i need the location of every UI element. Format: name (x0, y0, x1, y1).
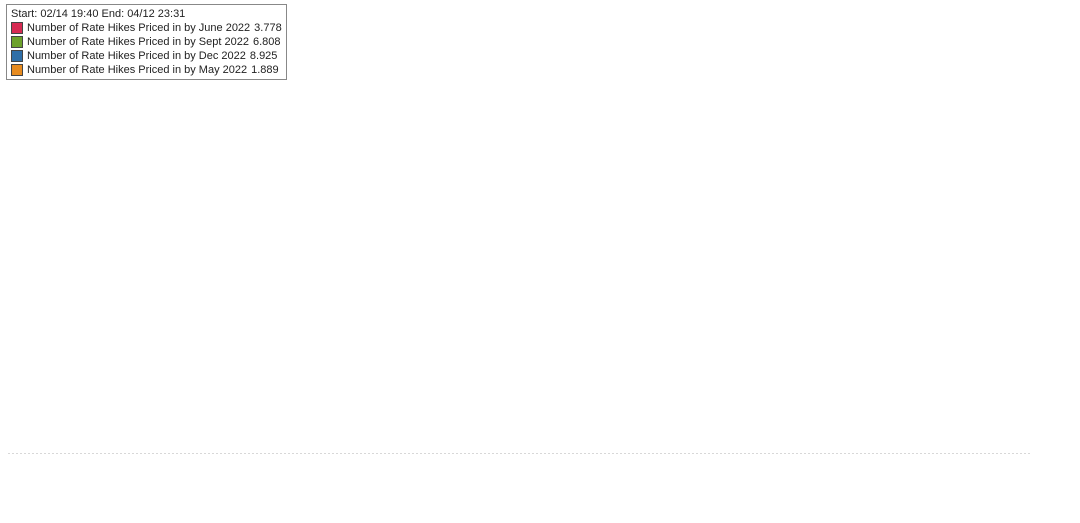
legend-label: Number of Rate Hikes Priced in by Dec 20… (27, 49, 246, 63)
chart-legend: Start: 02/14 19:40 End: 04/12 23:31 Numb… (6, 4, 287, 80)
legend-value: 1.889 (251, 63, 279, 77)
legend-label: Number of Rate Hikes Priced in by June 2… (27, 21, 250, 35)
legend-label: Number of Rate Hikes Priced in by Sept 2… (27, 35, 249, 49)
legend-swatch (11, 64, 23, 76)
legend-item: Number of Rate Hikes Priced in by Sept 2… (11, 35, 282, 49)
rate-hikes-chart: Start: 02/14 19:40 End: 04/12 23:31 Numb… (0, 0, 1080, 523)
legend-swatch (11, 50, 23, 62)
legend-item: Number of Rate Hikes Priced in by June 2… (11, 21, 282, 35)
legend-title: Start: 02/14 19:40 End: 04/12 23:31 (11, 7, 282, 21)
legend-item: Number of Rate Hikes Priced in by May 20… (11, 63, 282, 77)
legend-value: 6.808 (253, 35, 281, 49)
legend-swatch (11, 36, 23, 48)
legend-label: Number of Rate Hikes Priced in by May 20… (27, 63, 247, 77)
legend-value: 8.925 (250, 49, 278, 63)
legend-value: 3.778 (254, 21, 282, 35)
legend-item: Number of Rate Hikes Priced in by Dec 20… (11, 49, 282, 63)
legend-swatch (11, 22, 23, 34)
